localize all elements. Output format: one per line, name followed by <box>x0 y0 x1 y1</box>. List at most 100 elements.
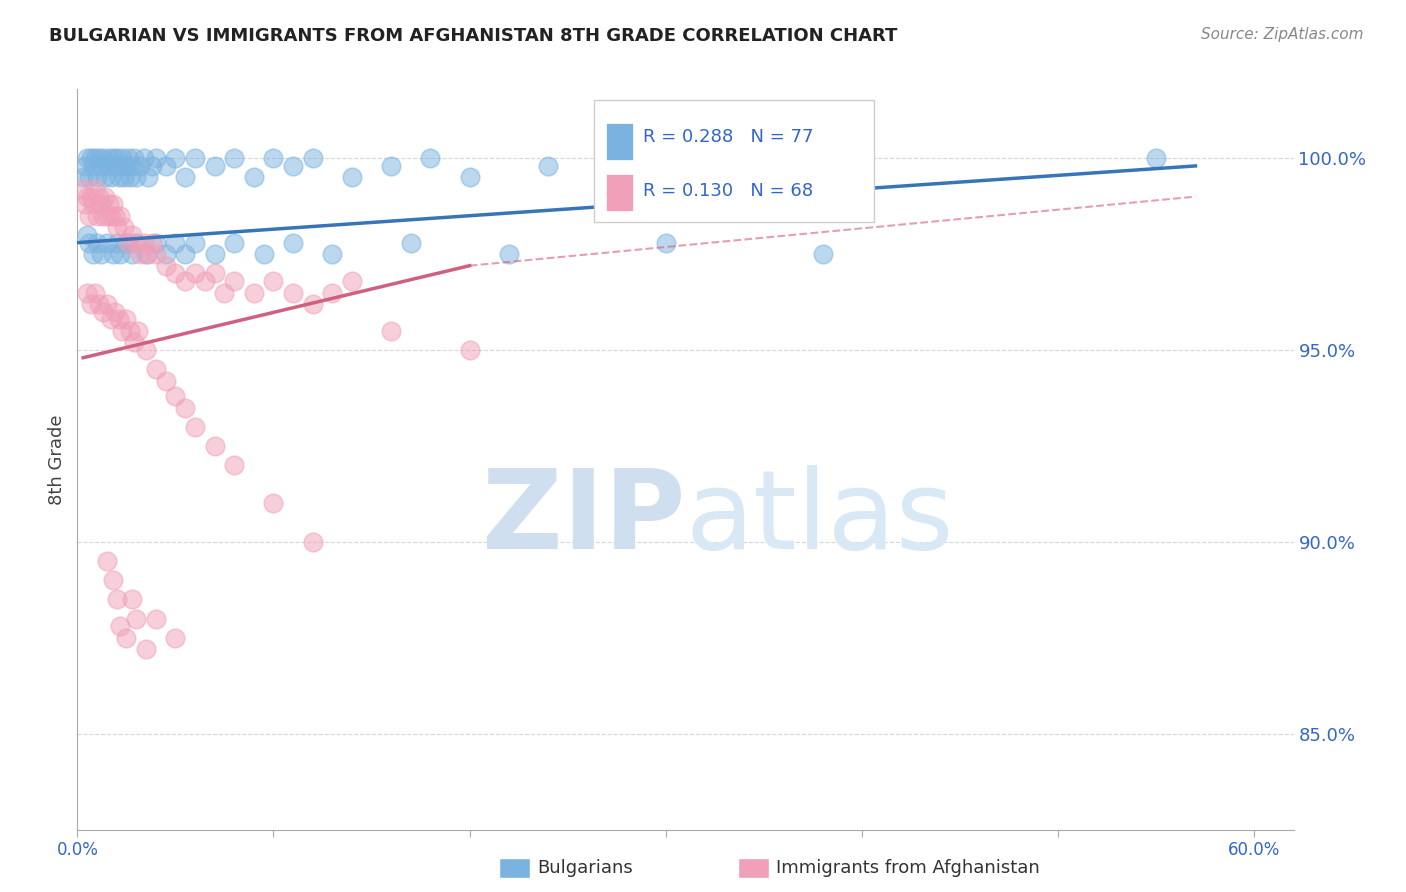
Point <box>112 220 135 235</box>
Point <box>121 592 143 607</box>
Point <box>194 274 217 288</box>
Point <box>101 247 124 261</box>
Point <box>121 227 143 242</box>
Point <box>174 401 197 415</box>
Point <box>90 247 112 261</box>
Point <box>125 170 148 185</box>
Point <box>86 235 108 250</box>
Point <box>184 151 207 165</box>
Point <box>340 170 363 185</box>
Point <box>110 247 132 261</box>
Point <box>155 247 177 261</box>
Point <box>101 573 124 587</box>
Point <box>399 235 422 250</box>
Point <box>321 247 343 261</box>
Point <box>115 159 138 173</box>
Point <box>174 274 197 288</box>
Point <box>72 182 94 196</box>
Point <box>135 642 157 657</box>
Point <box>127 324 149 338</box>
Point <box>204 439 226 453</box>
Point <box>419 151 441 165</box>
Point <box>145 151 167 165</box>
Point <box>204 247 226 261</box>
Point <box>121 247 143 261</box>
Point <box>84 182 107 196</box>
Point <box>96 297 118 311</box>
Point <box>115 312 138 326</box>
Point <box>184 419 207 434</box>
Point <box>135 343 157 357</box>
Point <box>224 274 246 288</box>
Bar <box>606 174 633 211</box>
Point <box>655 235 678 250</box>
Point <box>174 170 197 185</box>
Y-axis label: 8th Grade: 8th Grade <box>48 414 66 505</box>
Text: R = 0.288   N = 77: R = 0.288 N = 77 <box>643 128 813 146</box>
Point <box>105 151 128 165</box>
Point <box>243 170 266 185</box>
Point <box>107 312 129 326</box>
Point <box>75 159 97 173</box>
Point <box>104 304 127 318</box>
Point <box>616 151 638 165</box>
Point <box>301 151 323 165</box>
Point <box>243 285 266 300</box>
Text: R = 0.130   N = 68: R = 0.130 N = 68 <box>643 182 813 201</box>
Point <box>321 285 343 300</box>
Point <box>80 189 103 203</box>
Point <box>224 235 246 250</box>
Point <box>76 285 98 300</box>
Point <box>77 209 100 223</box>
Point <box>104 209 127 223</box>
Point <box>117 151 139 165</box>
Point <box>77 235 100 250</box>
Point <box>112 170 135 185</box>
Point <box>120 170 142 185</box>
Point <box>105 592 128 607</box>
Point <box>84 285 107 300</box>
Point <box>76 189 98 203</box>
Point <box>120 324 142 338</box>
Point <box>76 151 98 165</box>
Point <box>537 159 560 173</box>
Point <box>91 209 114 223</box>
Point <box>96 209 118 223</box>
Point <box>498 247 520 261</box>
Text: Bulgarians: Bulgarians <box>537 859 633 877</box>
Point <box>340 274 363 288</box>
Point <box>104 159 127 173</box>
Point <box>90 197 112 211</box>
Point <box>165 266 187 280</box>
Point <box>77 170 100 185</box>
Point <box>125 235 148 250</box>
Point <box>165 235 187 250</box>
Point <box>135 247 157 261</box>
Point <box>111 151 134 165</box>
Point <box>165 151 187 165</box>
Point <box>125 611 148 625</box>
Point <box>132 151 155 165</box>
Point <box>91 151 114 165</box>
Point <box>458 343 481 357</box>
Point <box>165 389 187 403</box>
Point <box>1144 151 1167 165</box>
Point <box>96 235 118 250</box>
Point <box>80 151 103 165</box>
Point <box>76 227 98 242</box>
Point <box>87 189 110 203</box>
Bar <box>606 122 633 160</box>
Point <box>97 151 120 165</box>
Point <box>145 611 167 625</box>
Point <box>105 235 128 250</box>
Point <box>380 159 402 173</box>
Text: ZIP: ZIP <box>482 465 686 572</box>
Point <box>86 209 108 223</box>
Point <box>86 170 108 185</box>
Point <box>129 159 152 173</box>
Point <box>224 458 246 472</box>
Point <box>125 235 148 250</box>
Point <box>145 362 167 376</box>
Point <box>111 324 134 338</box>
Point <box>204 266 226 280</box>
